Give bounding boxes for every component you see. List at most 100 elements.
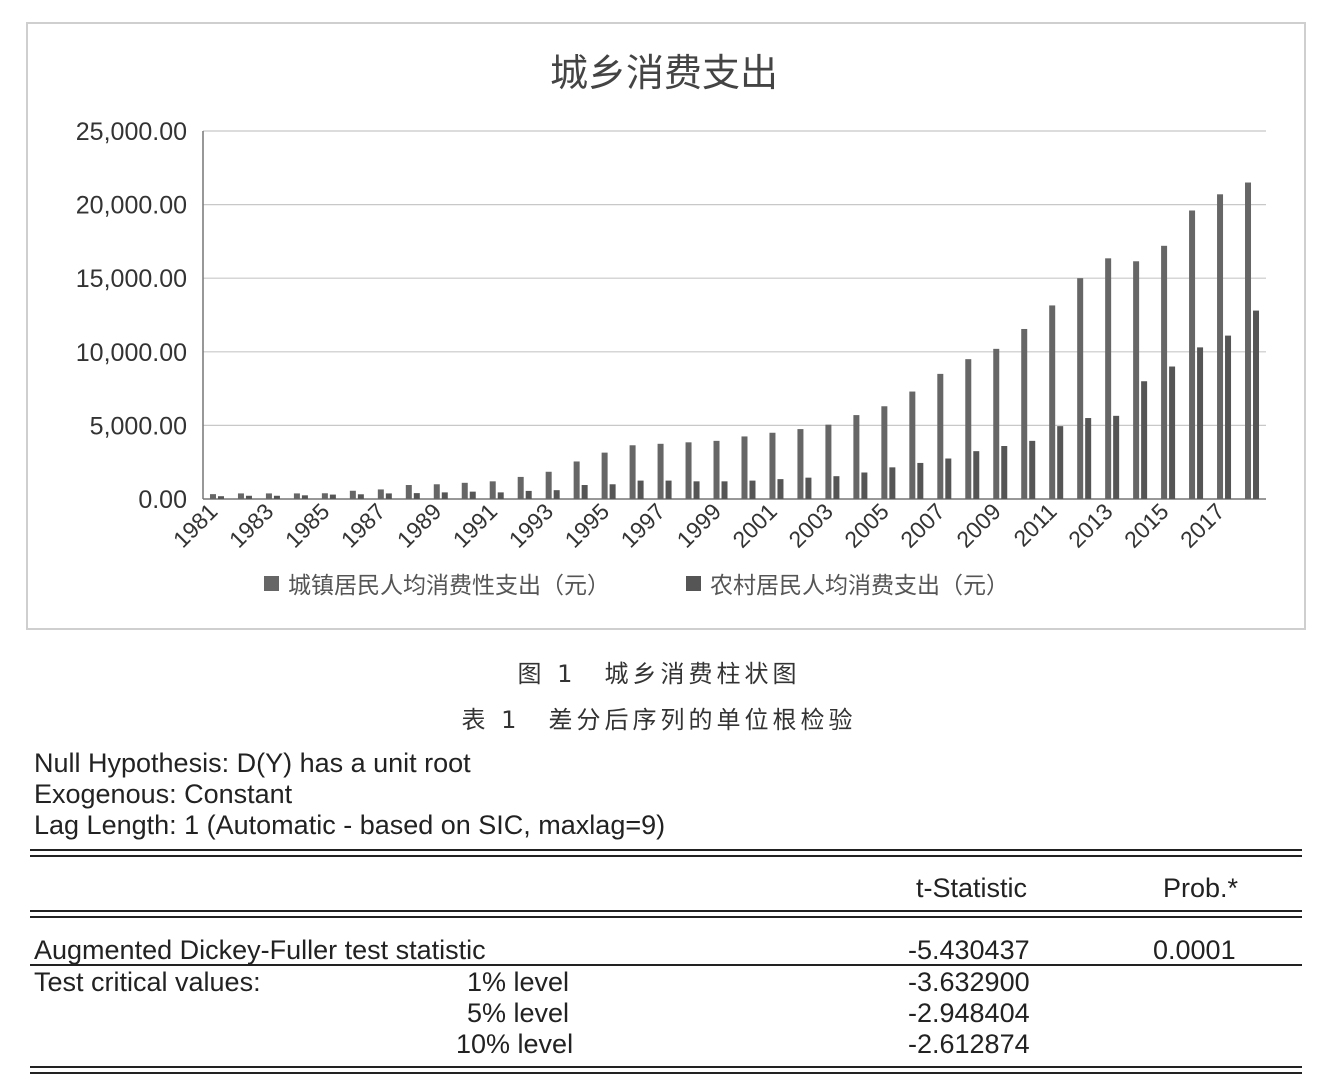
y-tick-label: 25,000.00	[76, 118, 187, 146]
x-tick-label: 1997	[616, 498, 671, 553]
bar-urban	[209, 494, 216, 499]
y-axis-ticks: 0.00 5,000.00 10,000.00 15,000.00 20,000.00 2…	[76, 118, 187, 514]
bar-urban	[293, 493, 300, 499]
level-5-value: -2.948404	[908, 998, 1030, 1028]
x-tick-label: 1991	[448, 498, 503, 553]
bar-rural	[749, 480, 756, 499]
bar-rural	[385, 493, 392, 499]
bar-rural	[1169, 366, 1176, 499]
bar-rural	[245, 495, 252, 499]
level-5-label: 5% level	[467, 998, 570, 1028]
bar-rural	[1113, 415, 1120, 499]
x-tick-label: 2003	[783, 498, 838, 553]
x-tick-label: 1987	[336, 498, 391, 553]
y-tick-label: 10,000.00	[76, 339, 187, 367]
x-tick-label: 2001	[727, 498, 782, 553]
x-tick-label: 1985	[280, 498, 335, 553]
header-rule	[30, 910, 1302, 912]
bar-urban	[489, 481, 496, 499]
bar-rural	[441, 492, 448, 499]
bar-urban	[937, 373, 944, 499]
x-tick-label: 2013	[1063, 498, 1118, 553]
level-10-label: 10% level	[456, 1029, 574, 1059]
x-tick-label: 1999	[671, 498, 726, 553]
y-tick-label: 0.00	[138, 486, 187, 514]
level-10-value: -2.612874	[908, 1029, 1030, 1059]
bar-rural	[273, 495, 280, 499]
bar-rural	[945, 458, 952, 499]
x-tick-label: 1993	[504, 498, 559, 553]
bar-rural	[553, 490, 560, 499]
bar-rural	[637, 480, 644, 499]
table-top-rule	[30, 849, 1302, 851]
bar-rural	[833, 476, 840, 499]
figure-caption: 图 1 城乡消费柱状图	[517, 660, 801, 688]
bar-urban	[685, 442, 692, 499]
bar-urban	[1077, 278, 1084, 499]
table-bottom-rule	[30, 1066, 1302, 1068]
bar-urban	[1133, 261, 1140, 499]
adf-rule	[30, 964, 1302, 966]
bar-rural	[693, 481, 700, 499]
level-1-value: -3.632900	[908, 967, 1030, 997]
bar-rural	[889, 467, 896, 499]
bar-urban	[825, 424, 832, 499]
prob-header: Prob.*	[1163, 873, 1239, 903]
bar-rural	[525, 490, 532, 499]
bar-rural	[469, 491, 476, 499]
chart-title: 城乡消费支出	[550, 51, 778, 95]
bar-rural	[1197, 347, 1204, 499]
level-1-label: 1% level	[467, 967, 570, 997]
legend-label: 农村居民人均消费支出（元）	[710, 573, 1009, 599]
adf-tstat: -5.430437	[908, 935, 1030, 965]
bar-chart: 城乡消费支出 0.00 5,000.00 10,000.00 15,000.00 20,…	[76, 51, 1266, 599]
bar-urban	[545, 471, 552, 499]
bars	[209, 182, 1260, 499]
exogenous-line: Exogenous: Constant	[34, 779, 293, 809]
critical-values-label: Test critical values:	[34, 967, 261, 997]
legend: 城镇居民人均消费性支出（元） 农村居民人均消费支出（元）	[264, 573, 1009, 599]
bar-rural	[217, 496, 224, 499]
bar-rural	[609, 484, 616, 499]
adf-prob: 0.0001	[1153, 935, 1236, 965]
bar-urban	[993, 348, 1000, 499]
header-rule-2	[30, 916, 1302, 918]
bar-urban	[657, 443, 664, 499]
x-tick-label: 2007	[895, 498, 950, 553]
bar-urban	[1049, 305, 1056, 499]
bar-urban	[741, 436, 748, 499]
bar-rural	[861, 472, 868, 499]
bar-rural	[1225, 335, 1232, 499]
bar-urban	[629, 445, 636, 499]
x-tick-label: 2009	[951, 498, 1006, 553]
bar-rural	[497, 492, 504, 499]
x-tick-label: 2011	[1008, 498, 1061, 551]
bar-rural	[413, 493, 420, 499]
bar-rural	[973, 451, 980, 499]
bar-urban	[769, 432, 776, 499]
bar-urban	[1021, 328, 1028, 499]
bar-urban	[713, 440, 720, 499]
table-caption: 表 1 差分后序列的单位根检验	[461, 706, 857, 734]
lag-length-line: Lag Length: 1 (Automatic - based on SIC,…	[34, 810, 666, 840]
y-tick-label: 20,000.00	[76, 192, 187, 220]
bar-rural	[1085, 418, 1092, 499]
bar-rural	[1141, 381, 1148, 499]
bar-urban	[853, 415, 860, 499]
bar-urban	[1189, 210, 1196, 499]
x-tick-label: 2017	[1175, 498, 1230, 553]
bar-urban	[237, 493, 244, 499]
bar-urban	[461, 482, 468, 499]
bar-urban	[1161, 245, 1168, 499]
bar-urban	[349, 490, 356, 499]
x-axis-ticks: 1981 1983 1985 1987 1989 1991 1993 1995 1997 1999…	[168, 498, 1230, 553]
bar-rural	[581, 485, 588, 499]
bar-rural	[665, 480, 672, 499]
bar-urban	[909, 391, 916, 499]
bar-urban	[601, 452, 608, 499]
x-tick-label: 1983	[224, 498, 279, 553]
bar-urban	[405, 485, 412, 499]
bar-urban	[433, 484, 440, 499]
bar-urban	[377, 489, 384, 499]
bar-rural	[1253, 310, 1260, 499]
